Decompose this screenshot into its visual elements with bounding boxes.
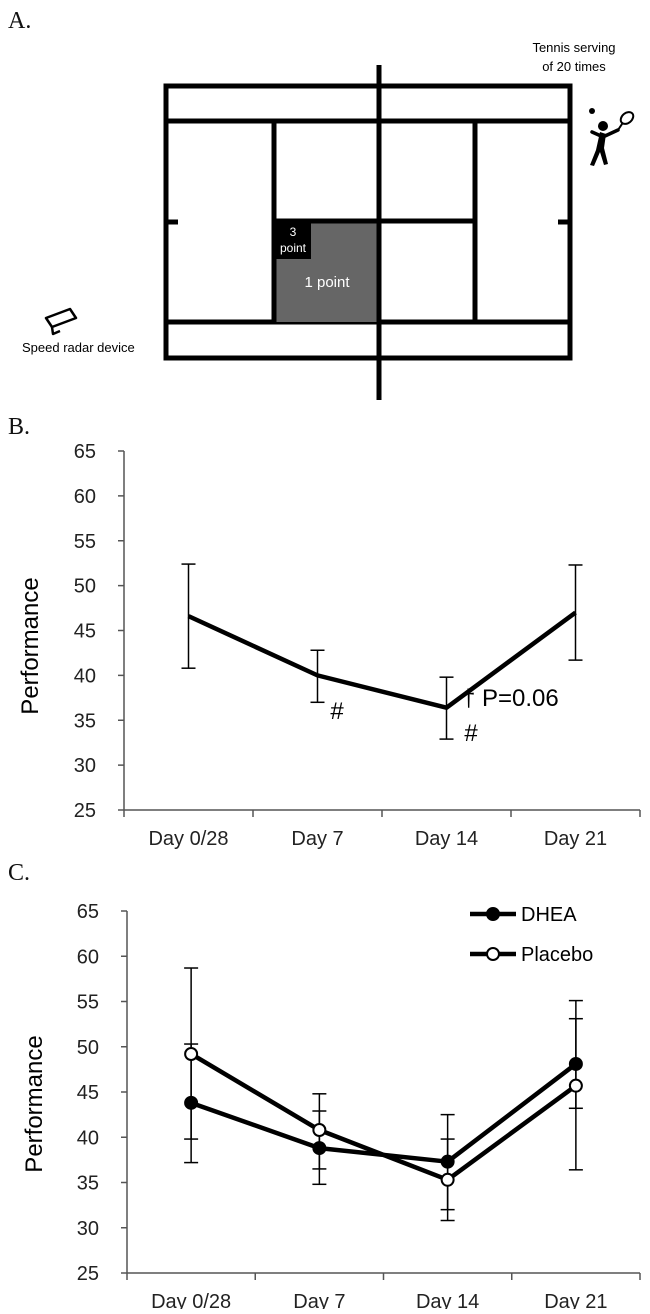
- tennis-player-icon: [589, 108, 635, 166]
- panel-b-x-ticks: Day 0/28 Day 7 Day 14 Day 21: [123, 810, 641, 850]
- panel-b: B. Performance 25 30 35 40 45 50 55 60 65 Day 0/…: [8, 414, 641, 850]
- c-series0-line: [190, 1062, 578, 1164]
- c-ytick-label: 60: [77, 946, 99, 968]
- legend-dhea-label: DHEA: [521, 904, 577, 926]
- panel-a: A. 3 point 1 point Tennis serving of 20 …: [8, 8, 635, 400]
- c-series0-point: [184, 1095, 199, 1110]
- c-xtick-label: Day 14: [416, 1291, 479, 1309]
- panel-c: C. Performance 25 30 35 40 45 50 55 60 65 Day 0/…: [8, 860, 641, 1313]
- panel-c-y-ticks: 25 30 35 40 45 50 55 60 65: [77, 901, 127, 1285]
- panel-b-letter: B.: [8, 414, 30, 440]
- panel-b-series: [187, 610, 577, 710]
- b-ytick-label: 50: [74, 576, 96, 598]
- c-series1-point: [568, 1078, 583, 1093]
- three-point-zone: [274, 221, 311, 259]
- b-ytick-label: 40: [74, 665, 96, 687]
- b-ytick-label: 65: [74, 441, 96, 463]
- legend-dhea-marker: [486, 907, 500, 921]
- server-label-line1: Tennis serving: [532, 40, 615, 55]
- b-ytick-label: 30: [74, 755, 96, 777]
- panel-b-annotation-day14-hash: #: [464, 720, 478, 747]
- panel-b-annotation-day14-p: † P=0.06: [462, 685, 559, 712]
- b-xtick-label: Day 21: [544, 828, 607, 850]
- speed-radar-icon: [44, 307, 78, 336]
- c-xtick-label: Day 21: [544, 1291, 607, 1309]
- b-ytick-label: 35: [74, 710, 96, 732]
- c-xtick-label: Day 0/28: [151, 1291, 231, 1309]
- panel-b-annotation-day7-hash: #: [330, 698, 344, 725]
- panel-c-error-bars: [184, 967, 583, 1222]
- c-ytick-label: 40: [77, 1127, 99, 1149]
- c-ytick-label: 50: [77, 1037, 99, 1059]
- c-ytick-label: 25: [77, 1263, 99, 1285]
- panel-c-legend: DHEA Placebo: [470, 904, 593, 966]
- server-label-line2: of 20 times: [542, 59, 606, 74]
- b-xtick-label: Day 7: [291, 828, 343, 850]
- c-ytick-label: 35: [77, 1173, 99, 1195]
- c-series0-point: [568, 1056, 583, 1071]
- panel-c-x-ticks: Day 0/28 Day 7 Day 14 Day 21: [126, 1273, 641, 1313]
- one-point-label: 1 point: [304, 274, 350, 291]
- b-ytick-label: 60: [74, 486, 96, 508]
- c-ytick-label: 45: [77, 1082, 99, 1104]
- panel-c-letter: C.: [8, 860, 30, 886]
- radar-label: Speed radar device: [22, 340, 135, 355]
- legend-placebo-label: Placebo: [521, 944, 593, 966]
- b-xtick-label: Day 0/28: [148, 828, 228, 850]
- b-series0-line: [187, 610, 577, 710]
- c-series1-line: [189, 1052, 578, 1183]
- panel-c-series: [184, 1046, 583, 1187]
- c-series1-point: [440, 1172, 455, 1187]
- three-point-label-line1: 3: [290, 225, 297, 239]
- c-ytick-label: 55: [77, 992, 99, 1014]
- c-ytick-label: 30: [77, 1218, 99, 1240]
- c-series1-point: [312, 1123, 327, 1138]
- tennis-court: [163, 65, 573, 400]
- panel-a-letter: A.: [8, 8, 31, 34]
- b-ytick-label: 55: [74, 531, 96, 553]
- panel-b-ylabel: Performance: [17, 577, 44, 714]
- legend-placebo-marker: [486, 947, 500, 961]
- c-series0-point: [440, 1154, 455, 1169]
- c-series1-point: [184, 1046, 199, 1061]
- panel-c-ylabel: Performance: [21, 1035, 48, 1172]
- panel-b-y-ticks: 25 30 35 40 45 50 55 60 65: [74, 441, 124, 822]
- b-xtick-label: Day 14: [415, 828, 478, 850]
- c-ytick-label: 65: [77, 901, 99, 923]
- b-ytick-label: 45: [74, 621, 96, 643]
- c-xtick-label: Day 7: [293, 1291, 345, 1309]
- three-point-label-line2: point: [280, 241, 307, 255]
- c-series0-point: [312, 1141, 327, 1156]
- b-ytick-label: 25: [74, 800, 96, 822]
